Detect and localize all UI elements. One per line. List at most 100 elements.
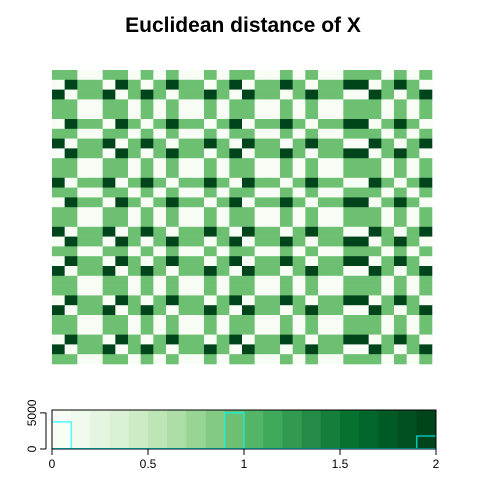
heatmap-cell (52, 99, 65, 110)
heatmap-cell (128, 207, 141, 218)
heatmap-cell (153, 119, 167, 130)
heatmap-cell (229, 334, 243, 345)
heatmap-cell (406, 79, 420, 90)
heatmap-cell (356, 285, 369, 296)
heatmap-cell (381, 79, 395, 90)
heatmap-cell (381, 256, 395, 267)
heatmap-cell (153, 109, 167, 120)
heatmap-cell (77, 334, 91, 345)
heatmap-cell (280, 138, 293, 149)
heatmap-cell (394, 295, 407, 306)
heatmap-cell (229, 305, 243, 316)
heatmap-cell (242, 128, 255, 139)
heatmap-cell (394, 70, 407, 81)
heatmap-cell (64, 217, 78, 228)
heatmap-cell (153, 79, 167, 90)
heatmap-cell (77, 266, 91, 277)
heatmap-cell (368, 197, 382, 208)
heatmap-cell (305, 256, 319, 267)
heatmap-cell (90, 324, 103, 335)
heatmap-cell (191, 256, 205, 267)
heatmap-cell (292, 148, 306, 159)
heatmap-cell (343, 295, 357, 306)
heatmap-cell (178, 187, 192, 198)
heatmap-cell (242, 226, 255, 237)
heatmap-cell (64, 168, 78, 179)
heatmap-cell (318, 109, 331, 120)
heatmap-cell (254, 138, 268, 149)
heatmap-cell (52, 256, 65, 267)
heatmap-cell (343, 177, 357, 188)
heatmap-cell (254, 148, 268, 159)
heatmap-cell (368, 256, 382, 267)
heatmap-cell (178, 89, 192, 100)
heatmap-cell (128, 187, 141, 198)
heatmap-cell (419, 217, 433, 228)
heatmap-cell (381, 324, 395, 335)
heatmap-cell (64, 119, 78, 130)
heatmap-cell (204, 99, 217, 110)
heatmap-cell (204, 236, 217, 247)
heatmap-cell (280, 295, 293, 306)
heatmap-cell (419, 295, 433, 306)
heatmap-cell (140, 187, 154, 198)
heatmap-cell (64, 109, 78, 120)
heatmap-cell (216, 70, 230, 81)
heatmap-cell (318, 344, 331, 355)
heatmap-cell (394, 256, 407, 267)
heatmap-cell (191, 207, 205, 218)
heatmap-cell (140, 324, 154, 335)
heatmap-cell (77, 128, 91, 139)
heatmap-cell (216, 177, 230, 188)
heatmap-cell (419, 138, 433, 149)
heatmap-cell (178, 177, 192, 188)
heatmap-cell (128, 295, 141, 306)
heatmap-cell (153, 275, 167, 286)
heatmap-cell (394, 168, 407, 179)
heatmap-cell (115, 177, 129, 188)
heatmap-cell (64, 305, 78, 316)
heatmap-cell (204, 148, 217, 159)
heatmap-cell (90, 70, 103, 81)
heatmap-cell (406, 305, 420, 316)
heatmap-cell (368, 89, 382, 100)
heatmap-cell (191, 275, 205, 286)
heatmap-cell (419, 324, 433, 335)
heatmap-cell (330, 148, 344, 159)
heatmap-cell (254, 344, 268, 355)
heatmap-cell (406, 334, 420, 345)
heatmap-cell (356, 324, 369, 335)
heatmap-cell (77, 138, 91, 149)
heatmap-cell (368, 70, 382, 81)
heatmap-cell (343, 285, 357, 296)
heatmap-cell (153, 197, 167, 208)
heatmap-cell (343, 315, 357, 326)
heatmap-cell (216, 285, 230, 296)
heatmap-cell (216, 109, 230, 120)
heatmap-cell (229, 256, 243, 267)
heatmap-cell (330, 334, 344, 345)
heatmap-cell (153, 246, 167, 257)
heatmap-cell (64, 79, 78, 90)
heatmap-cell (343, 70, 357, 81)
heatmap-cell (368, 207, 382, 218)
heatmap-cell (356, 305, 369, 316)
heatmap-cell (115, 197, 129, 208)
heatmap-cell (267, 177, 281, 188)
heatmap-cell (128, 158, 141, 169)
heatmap-cell (90, 177, 103, 188)
heatmap-cell (166, 256, 179, 267)
heatmap-cell (254, 207, 268, 218)
heatmap-cell (102, 266, 116, 277)
heatmap-cell (140, 236, 154, 247)
heatmap-cell (52, 305, 65, 316)
heatmap-cell (254, 128, 268, 139)
heatmap-cell (140, 295, 154, 306)
heatmap-cell (229, 79, 243, 90)
heatmap-cell (166, 138, 179, 149)
heatmap-cell (343, 236, 357, 247)
heatmap-cell (381, 226, 395, 237)
heatmap-cell (305, 324, 319, 335)
heatmap-cell (394, 197, 407, 208)
heatmap-cell (280, 354, 293, 365)
